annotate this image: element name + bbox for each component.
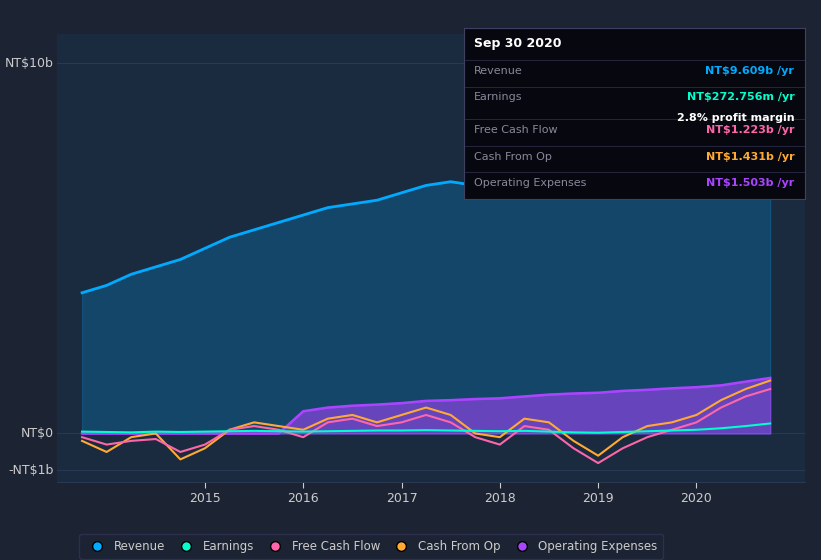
Text: Revenue: Revenue: [474, 66, 523, 76]
Text: NT$1.503b /yr: NT$1.503b /yr: [706, 178, 795, 188]
Text: NT$272.756m /yr: NT$272.756m /yr: [686, 92, 795, 102]
Text: Cash From Op: Cash From Op: [474, 152, 552, 162]
Legend: Revenue, Earnings, Free Cash Flow, Cash From Op, Operating Expenses: Revenue, Earnings, Free Cash Flow, Cash …: [79, 534, 663, 558]
Text: NT$1.431b /yr: NT$1.431b /yr: [706, 152, 795, 162]
Text: Operating Expenses: Operating Expenses: [474, 178, 586, 188]
Text: Free Cash Flow: Free Cash Flow: [474, 124, 557, 134]
Text: 2.8% profit margin: 2.8% profit margin: [677, 113, 795, 123]
Text: NT$1.223b /yr: NT$1.223b /yr: [706, 124, 795, 134]
Text: NT$10b: NT$10b: [5, 57, 53, 69]
Text: Sep 30 2020: Sep 30 2020: [474, 36, 562, 49]
Text: NT$9.609b /yr: NT$9.609b /yr: [705, 66, 795, 76]
Text: Earnings: Earnings: [474, 92, 523, 102]
Text: NT$0: NT$0: [21, 427, 53, 440]
Text: -NT$1b: -NT$1b: [8, 464, 53, 477]
